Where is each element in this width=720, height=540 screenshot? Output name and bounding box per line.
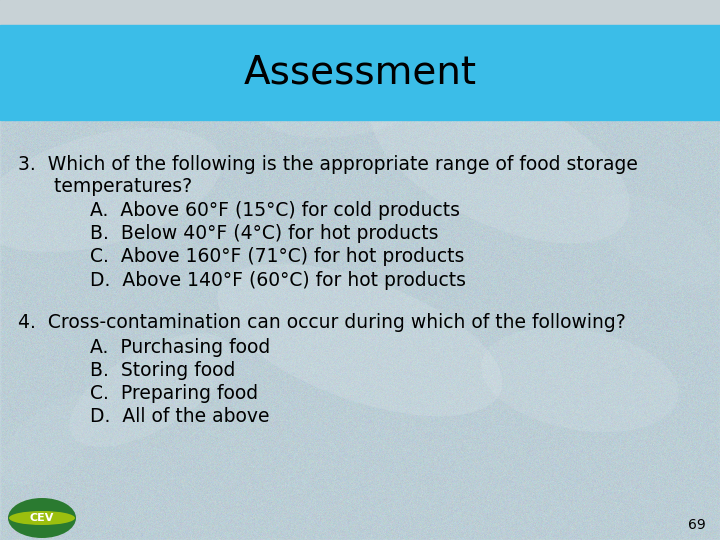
Ellipse shape	[8, 498, 76, 538]
Text: C.  Preparing food: C. Preparing food	[90, 384, 258, 403]
Ellipse shape	[70, 333, 230, 447]
Text: temperatures?: temperatures?	[18, 177, 192, 196]
Text: B.  Below 40°F (4°C) for hot products: B. Below 40°F (4°C) for hot products	[90, 224, 438, 244]
Text: D.  Above 140°F (60°C) for hot products: D. Above 140°F (60°C) for hot products	[90, 271, 466, 289]
Text: C.  Above 160°F (71°C) for hot products: C. Above 160°F (71°C) for hot products	[90, 247, 464, 266]
Text: B.  Storing food: B. Storing food	[90, 361, 235, 380]
Text: 3.  Which of the following is the appropriate range of food storage: 3. Which of the following is the appropr…	[18, 155, 638, 174]
Bar	[0, 25, 720, 120]
Ellipse shape	[217, 264, 503, 416]
Text: D.  All of the above: D. All of the above	[90, 407, 269, 426]
Ellipse shape	[597, 194, 720, 286]
Ellipse shape	[370, 77, 630, 244]
Ellipse shape	[251, 43, 449, 138]
Ellipse shape	[481, 328, 679, 432]
Ellipse shape	[0, 395, 100, 485]
Text: 4.  Cross-contamination can occur during which of the following?: 4. Cross-contamination can occur during …	[18, 313, 626, 333]
Text: 69: 69	[688, 518, 706, 532]
Ellipse shape	[0, 128, 222, 252]
Text: A.  Purchasing food: A. Purchasing food	[90, 338, 270, 356]
Text: CEV: CEV	[30, 513, 54, 523]
Bar	[0, 0, 720, 25]
Text: Assessment: Assessment	[243, 53, 477, 91]
Ellipse shape	[9, 511, 75, 525]
Text: A.  Above 60°F (15°C) for cold products: A. Above 60°F (15°C) for cold products	[90, 201, 460, 220]
Bar	[0, 120, 720, 540]
